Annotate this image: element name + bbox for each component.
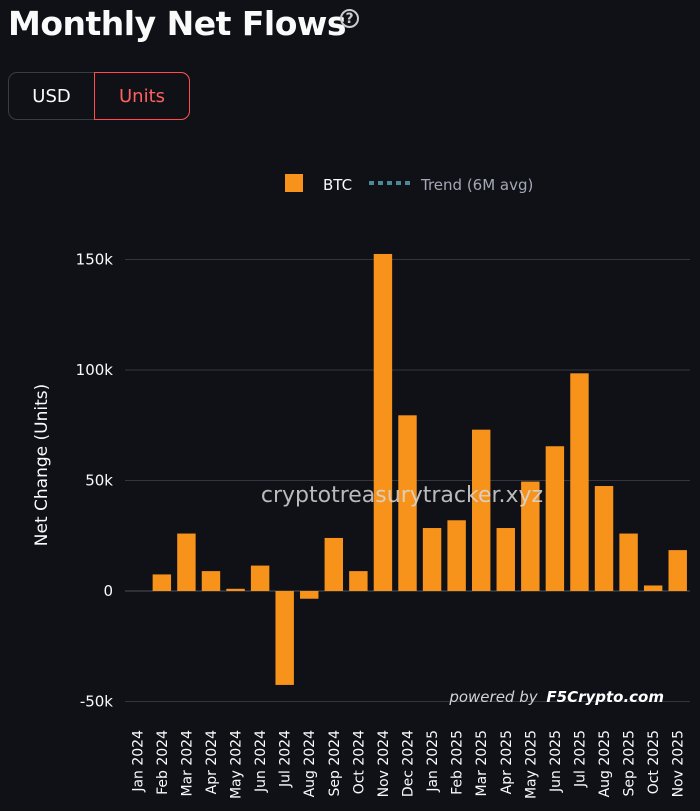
bar-apr-2024[interactable] <box>201 571 221 591</box>
legend: BTC Trend (6M avg) <box>285 174 533 194</box>
bar-may-2025[interactable] <box>521 481 540 591</box>
x-tick-label: Mar 2025 <box>474 730 490 797</box>
x-tick-label: Jun 2024 <box>253 730 269 793</box>
y-tick-label: 50k <box>85 472 113 490</box>
y-tick-label: 0 <box>103 582 113 600</box>
x-tick-label: Sep 2025 <box>622 730 638 796</box>
bar-mar-2024[interactable] <box>177 533 196 591</box>
bar-oct-2025[interactable] <box>643 585 663 591</box>
x-tick-label: Nov 2024 <box>376 730 392 797</box>
x-tick-label: Dec 2024 <box>401 730 417 797</box>
bar-jul-2024[interactable] <box>275 591 294 685</box>
x-tick-label: Apr 2025 <box>499 730 515 794</box>
x-tick-label: Feb 2025 <box>450 730 466 795</box>
bar-nov-2024[interactable] <box>373 253 393 591</box>
x-tick-label: Feb 2024 <box>155 730 171 795</box>
y-axis-label: Net Change (Units) <box>32 384 52 546</box>
bar-jun-2024[interactable] <box>250 565 270 591</box>
x-tick-label: Jan 2025 <box>425 730 441 793</box>
credit-prefix: powered by <box>448 688 538 706</box>
usd-toggle-button[interactable]: USD <box>32 85 71 107</box>
y-tick-label: -50k <box>80 693 113 711</box>
question-circle-icon[interactable]: ? <box>340 9 359 28</box>
watermark: cryptotreasurytracker.xyz <box>261 483 543 508</box>
x-tick-label: Jul 2025 <box>572 730 588 788</box>
x-tick-label: Oct 2024 <box>351 730 367 794</box>
bar-sep-2025[interactable] <box>619 533 638 591</box>
x-tick-label: Aug 2025 <box>597 730 613 797</box>
bar-may-2024[interactable] <box>226 588 245 591</box>
bar-aug-2025[interactable] <box>594 486 614 591</box>
bar-jul-2025[interactable] <box>570 373 589 591</box>
legend-btc-label[interactable]: BTC <box>323 176 352 194</box>
x-tick-label: Jun 2025 <box>548 730 564 793</box>
y-tick-label: 150k <box>76 251 114 269</box>
credit-brand: F5Crypto.com <box>546 688 664 706</box>
x-tick-label: May 2025 <box>523 730 539 799</box>
powered-by-credit: powered by F5Crypto.com <box>448 688 664 706</box>
page-title: Monthly Net Flows <box>8 4 347 43</box>
bar-apr-2025[interactable] <box>496 528 515 591</box>
x-tick-label: May 2024 <box>229 730 245 799</box>
bar-aug-2024[interactable] <box>300 591 319 599</box>
bar-jun-2025[interactable] <box>545 446 565 591</box>
x-tick-label: Jan 2024 <box>130 730 146 793</box>
bar-jan-2025[interactable] <box>422 528 442 591</box>
y-tick-label: 100k <box>76 361 114 379</box>
bar-dec-2024[interactable] <box>398 415 417 591</box>
legend-btc-swatch[interactable] <box>285 174 303 192</box>
bar-feb-2024[interactable] <box>152 574 172 591</box>
bar-oct-2024[interactable] <box>349 571 368 591</box>
x-tick-label: Jul 2024 <box>278 730 294 788</box>
bar-nov-2025[interactable] <box>668 550 687 591</box>
legend-trend-label[interactable]: Trend (6M avg) <box>420 176 533 194</box>
unit-toggle: USD Units <box>8 72 190 120</box>
bar-sep-2024[interactable] <box>324 537 344 591</box>
bar-mar-2025[interactable] <box>471 429 491 591</box>
x-tick-label: Apr 2024 <box>204 730 220 794</box>
bar-feb-2025[interactable] <box>447 520 466 591</box>
x-tick-label: Sep 2024 <box>327 730 343 797</box>
x-tick-label: Nov 2025 <box>671 730 687 797</box>
units-toggle-button[interactable]: Units <box>94 72 190 120</box>
x-tick-label: Oct 2025 <box>646 730 662 794</box>
x-tick-label: Aug 2024 <box>302 730 318 798</box>
x-tick-label: Mar 2024 <box>179 730 195 797</box>
